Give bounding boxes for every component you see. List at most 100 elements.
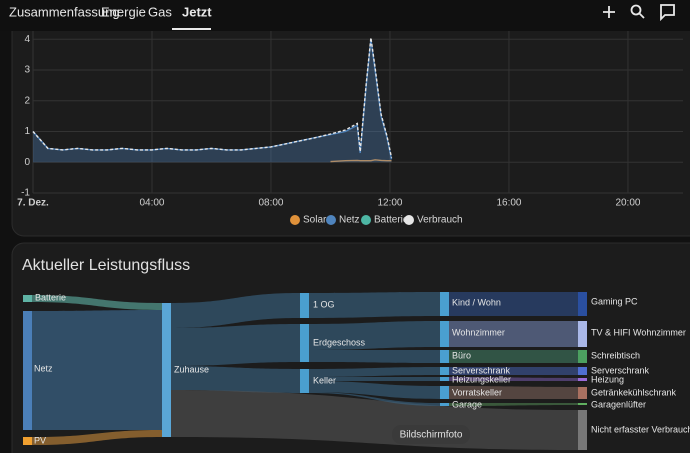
node-label: Netz: [34, 363, 53, 373]
toolbar-icons: [603, 4, 675, 22]
node-label: Keller: [313, 375, 336, 385]
node-label: PV: [34, 435, 46, 445]
x-tick-label: 16:00: [496, 198, 521, 209]
top-bar: [0, 0, 690, 31]
flow-link: [309, 350, 440, 363]
x-tick-label: 12:00: [377, 198, 402, 209]
tooltip-bg: [392, 425, 470, 444]
node-label: Garage: [452, 399, 482, 409]
flow-node: [578, 321, 587, 347]
flow-node: [440, 367, 449, 375]
history-chart: -1 0 1 2 3 4 7. Dez. 04:00 08:00 12:00 16:00 20:00: [17, 30, 683, 209]
node-label: TV & HIFI Wohnzimmer: [591, 327, 686, 337]
flow-link: [171, 366, 300, 393]
flow-node: [440, 292, 449, 316]
flow-node: [300, 369, 309, 393]
flow-node: [578, 367, 587, 375]
series-line: [32, 39, 393, 160]
flow-node: [578, 387, 587, 399]
y-tick-label: 4: [24, 34, 30, 45]
flow-node: [23, 437, 32, 445]
legend-swatch: [361, 215, 371, 225]
legend-label: Netz: [339, 215, 360, 226]
x-tick-label: 04:00: [139, 198, 164, 209]
flow-node: [440, 350, 449, 363]
flow-link: [309, 367, 440, 377]
flow-node: [300, 293, 309, 318]
flow-node: [300, 324, 309, 362]
flow-link: [449, 367, 578, 375]
search-icon[interactable]: [630, 4, 642, 16]
flow-link: [309, 321, 440, 350]
tab-active[interactable]: Jetzt: [182, 4, 212, 19]
flow-node: [23, 295, 32, 302]
flow-node: [440, 377, 449, 381]
tab[interactable]: Energie: [101, 4, 146, 19]
node-label: Heizung: [591, 374, 624, 384]
node-label: Garagenlüfter: [591, 399, 646, 409]
flow-node: [578, 403, 587, 405]
flow-link: [32, 430, 162, 445]
y-tick-label: 1: [24, 126, 30, 137]
search-icon-handle: [638, 12, 645, 19]
flow-node: [578, 292, 587, 316]
node-label: Schreibtisch: [591, 350, 640, 360]
y-tick-label: 0: [24, 157, 30, 168]
node-label: Serverschrank: [452, 365, 511, 375]
flow-link: [309, 381, 440, 399]
series-line: [330, 159, 392, 163]
flow-node: [578, 350, 587, 363]
legend-swatch: [290, 215, 300, 225]
node-label: Vorratskeller: [452, 387, 502, 397]
x-tick-label: 20:00: [615, 198, 640, 209]
flow-link: [171, 293, 300, 328]
flow-link: [309, 392, 440, 406]
flow-link: [449, 403, 578, 406]
node-label: Büro: [452, 350, 471, 360]
flow-node: [578, 378, 587, 381]
flow-node: [23, 311, 32, 430]
tab[interactable]: Gas: [148, 4, 172, 19]
legend-label: Batterie: [374, 215, 409, 226]
card-title: Aktueller Leistungsfluss: [22, 257, 190, 274]
y-tick-label: 3: [24, 65, 30, 76]
tab[interactable]: Zusammenfassung: [9, 4, 120, 19]
flow-link: [449, 321, 578, 347]
node-label: Serverschrank: [591, 365, 650, 375]
flow-nodes: Batterie Netz PV Zuhause 1 OG Erdgeschoss Kell…: [23, 292, 690, 450]
legend: Solar Netz Batterie Verbrauch: [290, 215, 463, 226]
flow-node: [440, 321, 449, 347]
legend-label: Solar: [303, 215, 327, 226]
node-label: Heizungskeller: [452, 374, 511, 384]
flow-node: [440, 403, 449, 406]
flow-link: [32, 295, 162, 310]
tab-indicator: [172, 28, 211, 30]
y-tick-label: -1: [21, 188, 30, 199]
x-tick-label: 08:00: [258, 198, 283, 209]
flow-node: [440, 386, 449, 399]
flow-link: [171, 324, 300, 366]
flow-link: [309, 377, 440, 381]
node-label: Getränkekühlschrank: [591, 387, 677, 397]
legend-swatch: [326, 215, 336, 225]
legend-label: Verbrauch: [417, 215, 463, 226]
flow-link: [309, 292, 440, 318]
x-tick-label: 7. Dez.: [17, 198, 49, 209]
node-label: Kind / Wohn: [452, 297, 501, 307]
tooltip: Bildschirmfoto: [400, 430, 463, 441]
flow-link: [449, 350, 578, 363]
flow-link: [449, 377, 578, 381]
node-label: 1 OG: [313, 299, 335, 309]
flow-node: [578, 410, 587, 450]
node-label: Zuhause: [174, 364, 209, 374]
assist-icon[interactable]: [660, 4, 675, 22]
add-icon[interactable]: [603, 6, 615, 18]
node-label: Gaming PC: [591, 296, 638, 306]
flow-link: [449, 386, 578, 399]
flow-node: [162, 303, 171, 437]
node-label: Batterie: [35, 292, 66, 302]
flow-link: [449, 292, 578, 316]
legend-swatch: [404, 215, 414, 225]
y-tick-label: 2: [24, 95, 30, 106]
